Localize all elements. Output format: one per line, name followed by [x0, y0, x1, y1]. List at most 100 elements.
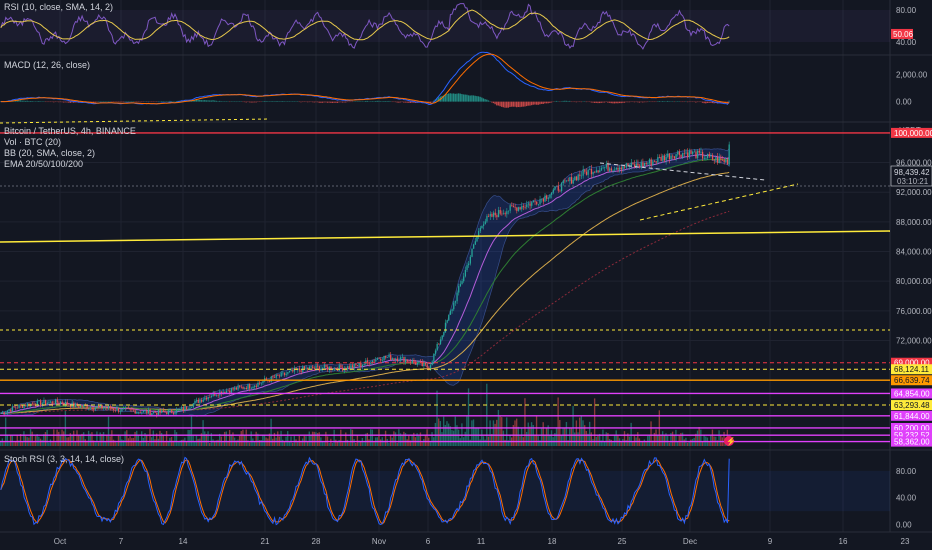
volume-bar — [202, 420, 204, 446]
candle-body — [444, 322, 447, 333]
rsi-pane[interactable]: RSI (10, close, SMA, 14, 2) 80.00 40.00 … — [0, 2, 917, 50]
candle-body — [579, 174, 581, 176]
volume-bar — [248, 442, 251, 446]
volume-bar — [63, 431, 65, 446]
price-axis-ticks: 96,000.00 92,000.00 88,000.00 84,000.00 80,0… — [896, 159, 932, 346]
candle-body — [78, 406, 80, 408]
candle-body — [718, 157, 720, 163]
candle-body — [49, 401, 52, 403]
macd-hist-bar — [593, 101, 596, 103]
volume-bar — [386, 438, 388, 446]
level-tag-text: 58,362.00 — [894, 438, 930, 447]
candle-body — [400, 357, 402, 361]
candle-body — [298, 368, 301, 371]
volume-bar — [579, 417, 581, 446]
volume-bar — [369, 429, 372, 446]
level-tag-text: 59,232.52 — [894, 431, 930, 440]
candle-body — [463, 276, 465, 282]
candle-body — [710, 155, 712, 157]
macd-hist-bar — [515, 101, 518, 108]
volume-bar — [351, 429, 354, 446]
candle-body — [25, 405, 27, 407]
stoch-tick-40: 40.00 — [896, 494, 917, 503]
price-tick: 84,000.00 — [896, 248, 932, 257]
candle-body — [93, 409, 95, 411]
macd-hist-bar — [477, 96, 480, 102]
candle-body — [131, 409, 133, 410]
volume-bar — [325, 431, 327, 446]
candle-body — [496, 215, 498, 218]
volume-bar — [48, 442, 50, 446]
candle-body — [507, 210, 510, 212]
volume-bar — [379, 439, 382, 446]
candle-body — [575, 176, 578, 181]
alert-icon[interactable] — [724, 436, 734, 446]
candle-body — [189, 407, 191, 409]
candle-body — [35, 405, 37, 406]
candle-body — [388, 354, 390, 358]
volume-bar — [525, 431, 528, 446]
candle-body — [149, 409, 151, 416]
volume-bar — [355, 442, 357, 446]
volume-bar — [134, 431, 136, 446]
time-axis[interactable]: Oct 7 14 21 28 Nov 6 11 18 25 Dec 9 16 23 — [54, 537, 910, 546]
volume-bar — [620, 441, 622, 446]
candle-body — [167, 410, 170, 415]
macd-hist-bar — [316, 101, 319, 103]
volume-bar — [41, 439, 43, 446]
candle-body — [239, 385, 241, 387]
volume-bar — [152, 430, 154, 446]
macd-hist-bar — [442, 95, 445, 102]
stoch-d-line — [0, 458, 730, 525]
candle-body — [109, 406, 111, 409]
volume-bar — [645, 441, 647, 446]
macd-hist-bar — [597, 101, 599, 104]
macd-hist-bar — [590, 101, 592, 103]
volume-bar — [23, 431, 25, 446]
macd-hist-bar — [69, 101, 72, 103]
candle-body — [380, 358, 382, 361]
level-tag-bg — [891, 388, 932, 399]
volume-bar — [155, 433, 158, 446]
candle-body — [240, 386, 243, 388]
candle-body — [365, 360, 367, 364]
candle-body — [446, 320, 448, 323]
volume-bar — [710, 435, 712, 446]
macd-hist-bar — [522, 101, 524, 107]
volume-bar — [295, 439, 297, 446]
macd-hist-bar — [282, 101, 284, 102]
macd-hist-bar — [253, 101, 256, 103]
macd-hist-bar — [169, 100, 171, 102]
volume-bar — [175, 432, 178, 446]
volume-bar — [137, 434, 140, 446]
macd-pane[interactable]: MACD (12, 26, close) 2,000.00 0.00 — [0, 51, 928, 124]
triangle-lower-line — [639, 183, 799, 221]
stoch-rsi-pane[interactable]: Stoch RSI (3, 3, 14, 14, close) 80.00 40… — [0, 454, 917, 530]
macd-hist-bar — [26, 100, 28, 102]
macd-hist-bar — [617, 101, 619, 104]
macd-hist-bar — [396, 101, 398, 103]
volume-bar — [668, 442, 670, 446]
volume-bar — [82, 432, 85, 446]
candle-body — [570, 177, 573, 184]
candle-body — [605, 163, 608, 168]
macd-hist-bar — [335, 101, 337, 103]
macd-hist-bar — [340, 101, 342, 103]
candle-body — [38, 400, 40, 402]
macd-hist-bar — [708, 101, 710, 103]
macd-hist-bar — [479, 96, 481, 102]
candle-body — [224, 391, 226, 394]
volume-bar — [492, 420, 495, 446]
macd-hist-bar — [63, 101, 65, 103]
volume-bar — [700, 429, 702, 446]
volume-bar — [517, 426, 519, 446]
candle-body — [63, 403, 65, 405]
macd-hist-bar — [567, 101, 569, 102]
candle-body — [237, 385, 239, 390]
price-pane[interactable]: Bitcoin / TetherUS, 4h, BINANCE Vol · BT… — [0, 126, 932, 447]
candle-body — [617, 167, 619, 170]
candle-body — [86, 405, 88, 409]
candle-body — [360, 362, 362, 367]
macd-hist-bar — [378, 100, 380, 102]
